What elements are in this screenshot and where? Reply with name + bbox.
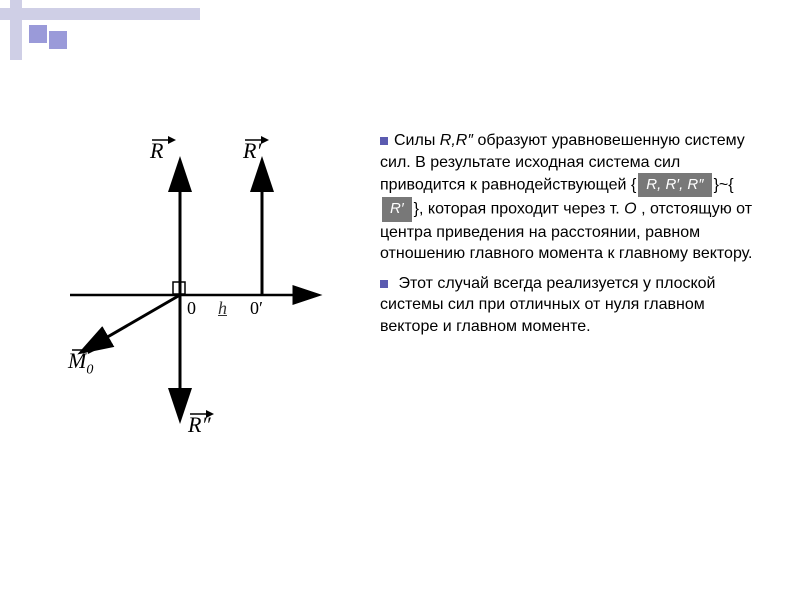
p1-forces: R,R″ bbox=[440, 132, 473, 149]
p1-a: Силы bbox=[394, 132, 440, 149]
label-zero-left: 0 bbox=[187, 298, 196, 319]
label-h: h bbox=[218, 298, 227, 319]
label-R: R bbox=[150, 138, 163, 164]
diagram-svg bbox=[40, 130, 380, 450]
deco-bar-left bbox=[10, 0, 22, 60]
chip-1: R, R′, R″ bbox=[638, 173, 711, 197]
label-M0: M0 bbox=[68, 348, 93, 378]
text-content: Силы R,R″ образуют уравновешенную систем… bbox=[380, 130, 780, 450]
label-M0-sub: 0 bbox=[86, 362, 93, 377]
p1-O: O bbox=[624, 201, 636, 218]
p1-c: }~{ bbox=[714, 177, 734, 194]
paragraph-1: Силы R,R″ образуют уравновешенную систем… bbox=[380, 130, 760, 265]
label-R-prime: R′ bbox=[243, 138, 261, 164]
p1-d: }, которая проходит через т. bbox=[414, 201, 625, 218]
bullet-icon bbox=[380, 137, 388, 145]
chip-2: R′ bbox=[382, 197, 412, 221]
deco-sq-2 bbox=[48, 30, 68, 50]
p2-text: Этот случай всегда реализуется у плоской… bbox=[380, 275, 716, 335]
label-R-dprime: R″ bbox=[188, 412, 211, 438]
force-diagram: R R′ R″ M0 0 h 0′ bbox=[40, 130, 380, 450]
deco-bar-top bbox=[0, 8, 200, 20]
paragraph-2: Этот случай всегда реализуется у плоской… bbox=[380, 273, 760, 338]
bullet-icon-2 bbox=[380, 280, 388, 288]
label-zero-right: 0′ bbox=[250, 298, 263, 319]
deco-sq-1 bbox=[28, 24, 48, 44]
